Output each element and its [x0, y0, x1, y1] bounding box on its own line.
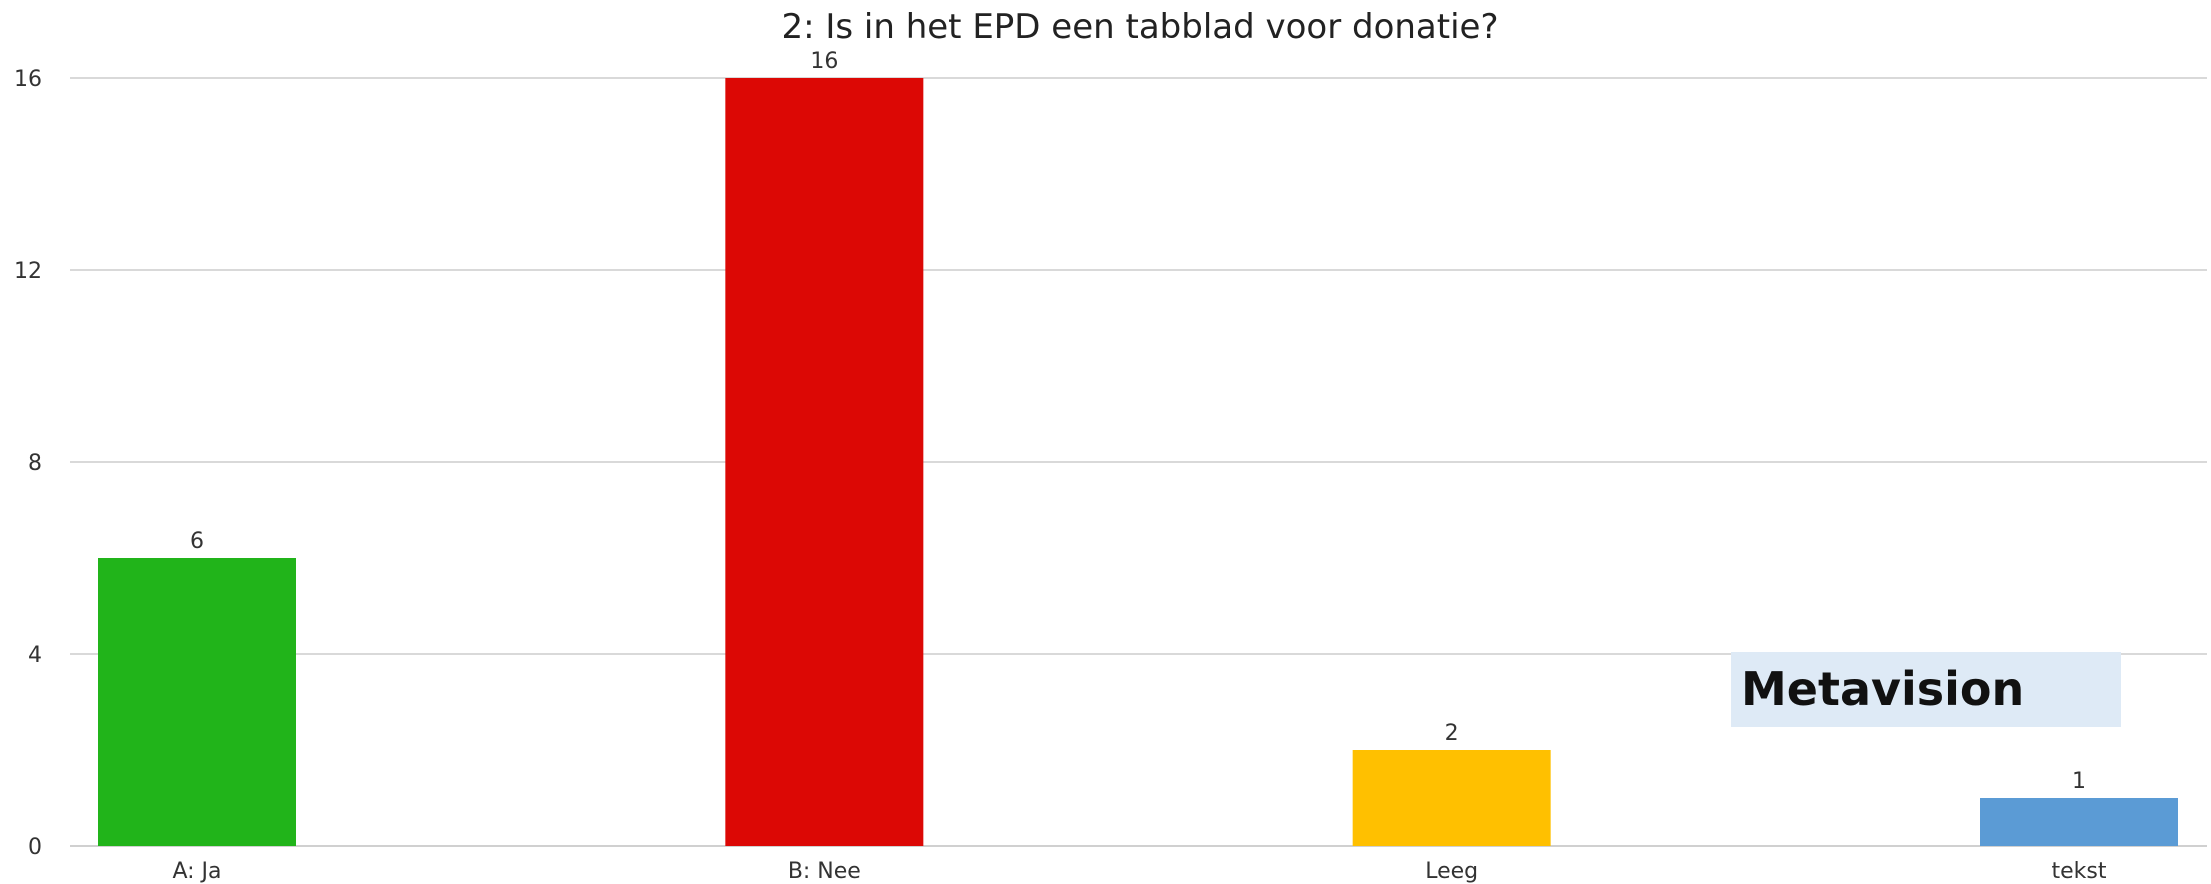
data-label-3: 1	[2072, 769, 2086, 794]
bar-leeg	[1352, 750, 1551, 846]
y-axis-ticks: 0 4 8 12 16	[14, 67, 42, 860]
y-tick-label-4: 4	[28, 643, 42, 668]
annotation: Metavision	[1731, 652, 2121, 727]
bars	[98, 78, 2178, 846]
y-tick-label-16: 16	[14, 67, 42, 92]
x-tick-label-3: tekst	[2052, 859, 2107, 884]
gridlines	[70, 77, 2207, 847]
x-axis-ticks: A: Ja B: Nee Leeg tekst	[172, 859, 2106, 884]
annotation-box	[1731, 652, 2121, 727]
data-label-0: 6	[190, 529, 204, 554]
y-tick-label-0: 0	[28, 835, 42, 860]
data-labels: 6 16 2 1	[190, 49, 2086, 794]
annotation-text: Metavision	[1741, 662, 2024, 716]
x-tick-label-2: Leeg	[1425, 859, 1478, 884]
bar-b-nee	[725, 78, 924, 846]
bar-a-ja	[98, 558, 296, 846]
data-label-1: 16	[810, 49, 838, 74]
data-label-2: 2	[1445, 721, 1459, 746]
x-tick-label-1: B: Nee	[788, 859, 861, 884]
y-tick-label-12: 12	[14, 259, 42, 284]
y-tick-label-8: 8	[28, 451, 42, 476]
x-tick-label-0: A: Ja	[172, 859, 221, 884]
chart-title: 2: Is in het EPD een tabblad voor donati…	[781, 7, 1498, 47]
bar-tekst	[1980, 798, 2178, 846]
